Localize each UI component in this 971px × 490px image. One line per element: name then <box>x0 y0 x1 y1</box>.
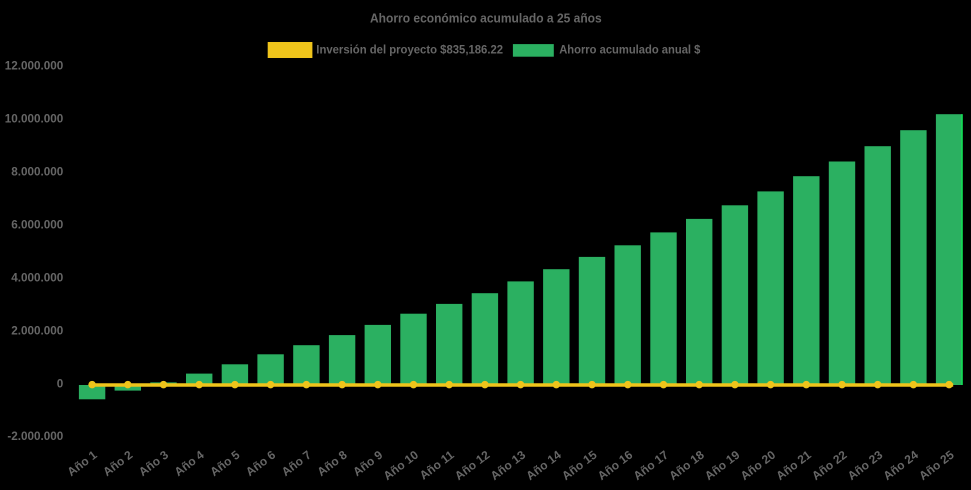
svg-text:-2.000.000: -2.000.000 <box>7 430 63 443</box>
svg-text:4.000.000: 4.000.000 <box>11 271 63 284</box>
svg-text:Ahorro económico acumulado a 2: Ahorro económico acumulado a 25 años <box>370 10 602 25</box>
svg-text:Inversión del proyecto $835,18: Inversión del proyecto $835,186.22 <box>316 44 503 56</box>
svg-text:Ahorro acumulado anual $: Ahorro acumulado anual $ <box>559 44 701 56</box>
svg-text:8.000.000: 8.000.000 <box>11 166 63 179</box>
svg-text:12.000.000: 12.000.000 <box>5 60 64 73</box>
svg-text:6.000.000: 6.000.000 <box>11 219 63 232</box>
svg-text:10.000.000: 10.000.000 <box>5 113 64 126</box>
svg-text:0: 0 <box>57 377 64 390</box>
svg-text:2.000.000: 2.000.000 <box>11 324 63 337</box>
